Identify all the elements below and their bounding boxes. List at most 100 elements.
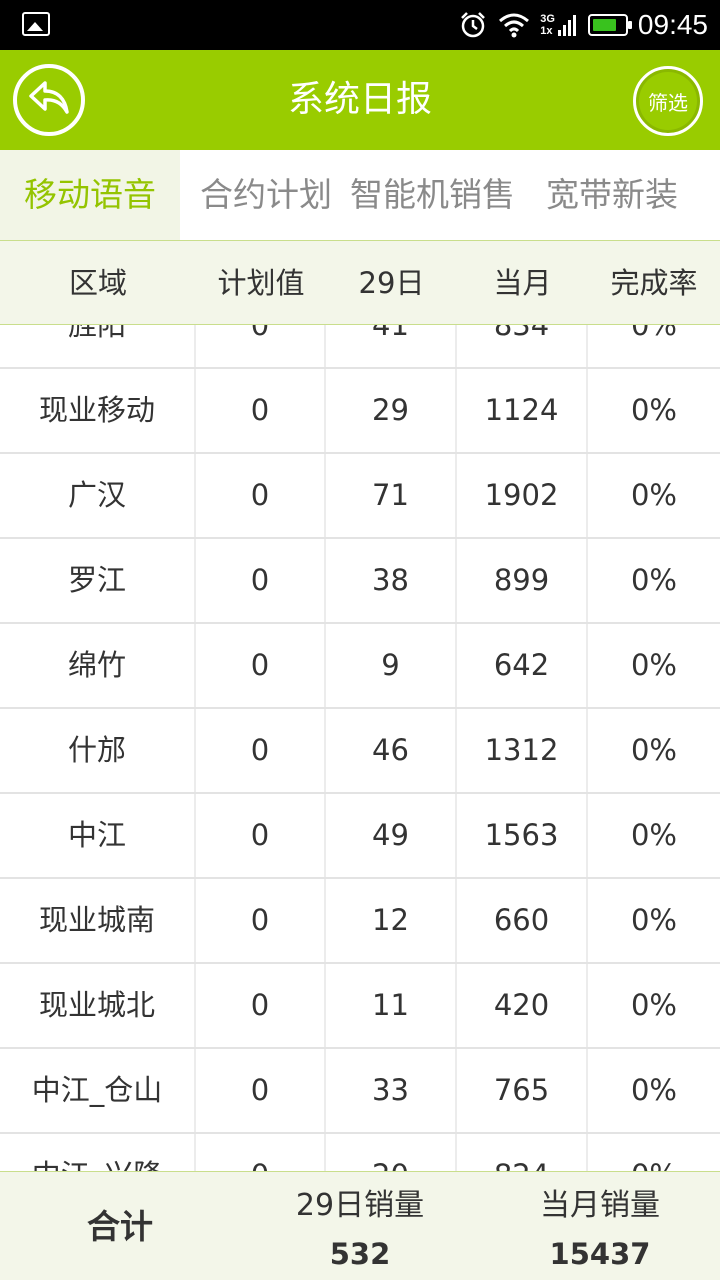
- table-row[interactable]: 现业城北 0 11 420 0%: [0, 964, 720, 1049]
- gallery-notification-icon: [22, 12, 50, 36]
- table-row[interactable]: 中江_兴隆 0 20 824 0%: [0, 1134, 720, 1171]
- cell-day: 49: [326, 794, 457, 877]
- table-row[interactable]: 中江 0 49 1563 0%: [0, 794, 720, 879]
- table-row[interactable]: 旌阳 0 41 834 0%: [0, 325, 720, 369]
- cell-area: 现业移动: [0, 369, 196, 452]
- cell-rate: 0%: [630, 648, 677, 682]
- day-sales-value: 532: [329, 1237, 391, 1271]
- table-rows: 旌阳 0 41 834 0% 现业移动 0 29 1124 0% 广汉 0 71…: [0, 325, 720, 1171]
- network-type-bottom: 1x: [540, 25, 553, 37]
- cell-day: 41: [326, 325, 457, 367]
- cell-month: 642: [457, 624, 588, 707]
- totals-footer: 合计 29日销量 532 当月销量 15437: [0, 1171, 720, 1280]
- total-label: 合计: [87, 1207, 153, 1246]
- cell-area: 广汉: [0, 454, 196, 537]
- cell-day: 12: [326, 879, 457, 962]
- cell-plan: 0: [196, 325, 326, 367]
- table-row[interactable]: 广汉 0 71 1902 0%: [0, 454, 720, 539]
- cell-area: 中江: [0, 794, 196, 877]
- cell-rate: 0%: [630, 733, 677, 767]
- table-body[interactable]: 旌阳 0 41 834 0% 现业移动 0 29 1124 0% 广汉 0 71…: [0, 325, 720, 1171]
- table-row[interactable]: 绵竹 0 9 642 0%: [0, 624, 720, 709]
- cell-day: 20: [326, 1134, 457, 1171]
- column-header-month: 当月: [493, 266, 552, 300]
- table-row[interactable]: 罗江 0 38 899 0%: [0, 539, 720, 624]
- cell-day: 33: [326, 1049, 457, 1132]
- cell-day: 71: [326, 454, 457, 537]
- cell-month: 899: [457, 539, 588, 622]
- cell-plan: 0: [196, 454, 326, 537]
- cell-plan: 0: [196, 794, 326, 877]
- table-row[interactable]: 中江_仓山 0 33 765 0%: [0, 1049, 720, 1134]
- back-button[interactable]: [13, 64, 85, 136]
- table-row[interactable]: 什邡 0 46 1312 0%: [0, 709, 720, 794]
- cell-month: 1124: [457, 369, 588, 452]
- cell-day: 9: [326, 624, 457, 707]
- cell-month: 824: [457, 1134, 588, 1171]
- column-header-plan: 计划值: [217, 266, 305, 300]
- network-type-top: 3G: [540, 13, 555, 25]
- cell-plan: 0: [196, 539, 326, 622]
- cell-area: 罗江: [0, 539, 196, 622]
- status-icons: 3G 1x 09:45: [458, 0, 708, 50]
- cell-month: 660: [457, 879, 588, 962]
- tab-broadband-install[interactable]: 宽带新装: [546, 175, 678, 214]
- cell-month: 765: [457, 1049, 588, 1132]
- cell-area: 现业城南: [0, 879, 196, 962]
- cell-rate: 0%: [630, 818, 677, 852]
- cell-month: 1563: [457, 794, 588, 877]
- cell-plan: 0: [196, 369, 326, 452]
- cell-day: 46: [326, 709, 457, 792]
- tab-contract-plan[interactable]: 合约计划: [200, 175, 332, 214]
- column-header-rate: 完成率: [610, 266, 698, 300]
- status-bar: 3G 1x 09:45: [0, 0, 720, 50]
- cell-day: 29: [326, 369, 457, 452]
- cell-plan: 0: [196, 964, 326, 1047]
- cell-area: 什邡: [0, 709, 196, 792]
- app-header: 系统日报 筛选: [0, 50, 720, 150]
- cell-area: 旌阳: [0, 325, 196, 367]
- day-sales-label: 29日销量: [295, 1188, 425, 1223]
- table-row[interactable]: 现业移动 0 29 1124 0%: [0, 369, 720, 454]
- cell-rate: 0%: [630, 903, 677, 937]
- signal-icon: 3G 1x: [540, 12, 578, 38]
- table-header: 区域 计划值 29日 当月 完成率: [0, 240, 720, 325]
- page-title: 系统日报: [287, 79, 432, 120]
- cell-rate: 0%: [630, 988, 677, 1022]
- month-sales-label: 当月销量: [540, 1188, 660, 1223]
- tab-mobile-voice[interactable]: 移动语音: [0, 150, 180, 240]
- cell-area: 中江_兴隆: [0, 1134, 196, 1171]
- wifi-icon: [498, 12, 530, 38]
- day-sales-summary: 29日销量 532: [240, 1186, 480, 1272]
- filter-button[interactable]: 筛选: [633, 66, 703, 136]
- month-sales-value: 15437: [549, 1237, 651, 1271]
- cell-area: 绵竹: [0, 624, 196, 707]
- tab-smartphone-sales[interactable]: 智能机销售: [350, 175, 515, 214]
- cell-rate: 0%: [630, 1073, 677, 1107]
- cell-day: 38: [326, 539, 457, 622]
- cell-rate: 0%: [630, 325, 677, 342]
- cell-rate: 0%: [630, 563, 677, 597]
- cell-rate: 0%: [630, 478, 677, 512]
- cell-day: 11: [326, 964, 457, 1047]
- category-tabs: 移动语音 合约计划 智能机销售 宽带新装: [0, 150, 720, 240]
- battery-icon: [587, 14, 632, 36]
- cell-plan: 0: [196, 879, 326, 962]
- column-header-day: 29日: [358, 266, 425, 300]
- column-header-area: 区域: [68, 266, 127, 300]
- cell-area: 现业城北: [0, 964, 196, 1047]
- clock: 09:45: [637, 9, 708, 40]
- back-arrow-icon: [27, 79, 71, 121]
- cell-plan: 0: [196, 624, 326, 707]
- alarm-icon: [458, 10, 488, 40]
- cell-month: 834: [457, 325, 588, 367]
- table-row[interactable]: 现业城南 0 12 660 0%: [0, 879, 720, 964]
- cell-plan: 0: [196, 1134, 326, 1171]
- cell-month: 1902: [457, 454, 588, 537]
- cell-plan: 0: [196, 709, 326, 792]
- cell-plan: 0: [196, 1049, 326, 1132]
- cell-rate: 0%: [588, 1134, 720, 1171]
- month-sales-summary: 当月销量 15437: [480, 1186, 720, 1272]
- cell-rate: 0%: [630, 393, 677, 427]
- cell-month: 420: [457, 964, 588, 1047]
